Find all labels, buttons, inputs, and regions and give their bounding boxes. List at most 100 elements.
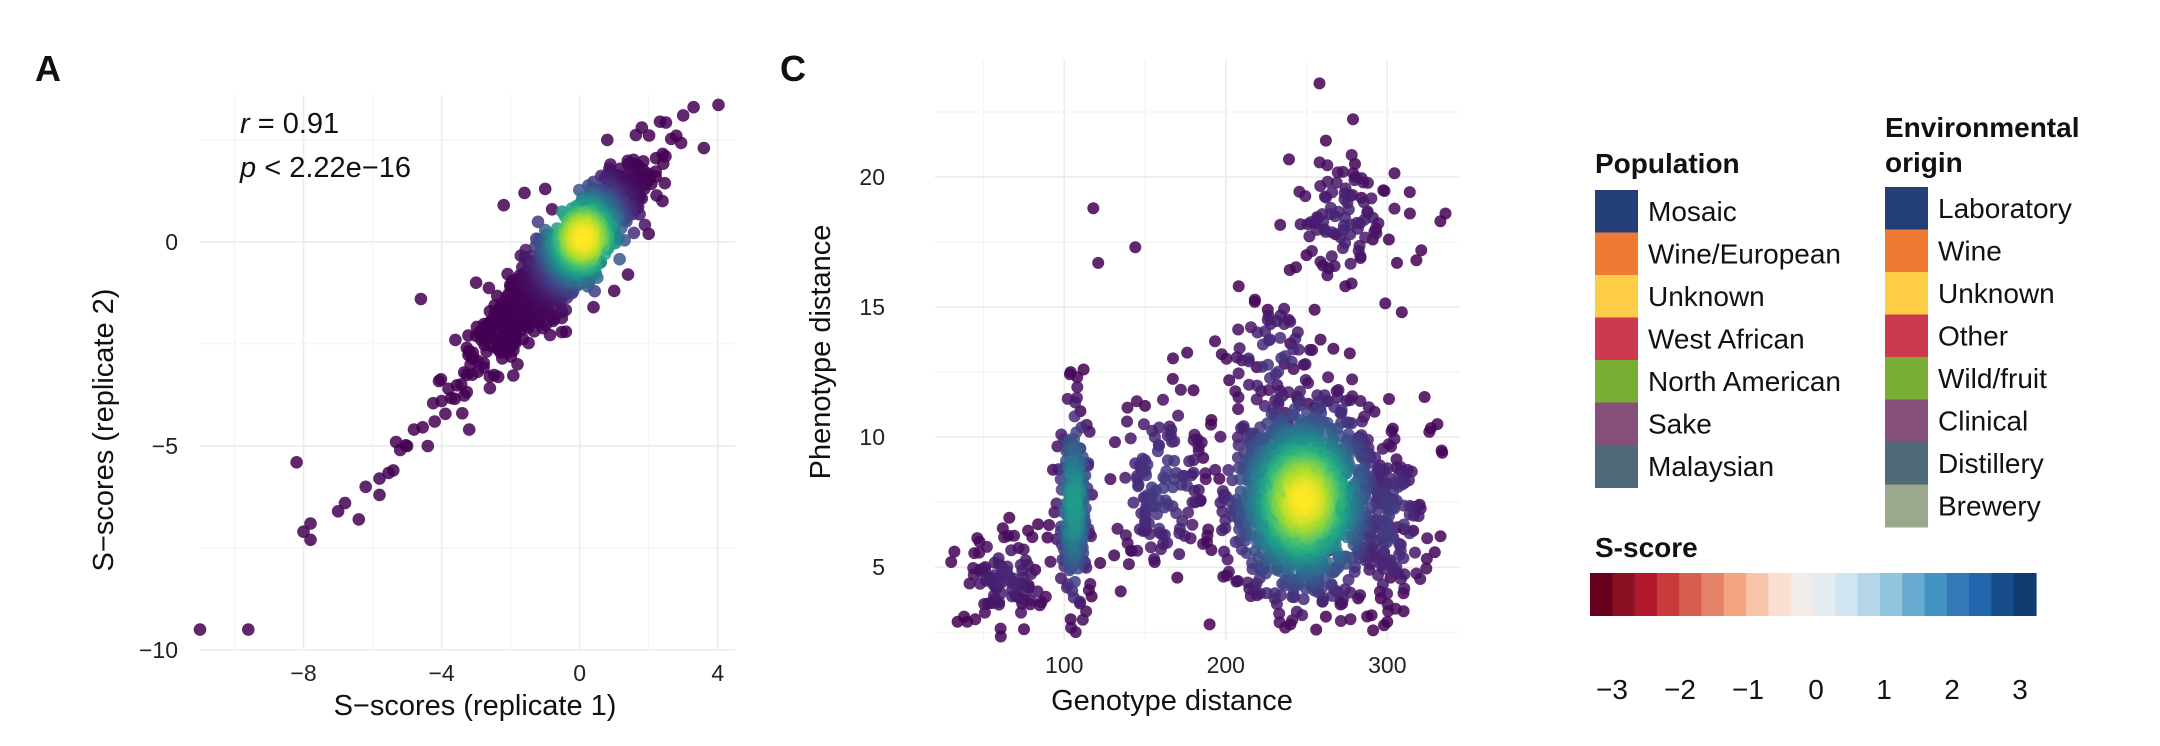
panel-c-point — [1410, 567, 1423, 580]
panel-c-point — [1313, 77, 1326, 90]
panel-c-point — [1388, 167, 1401, 180]
panel-a-point — [352, 513, 366, 526]
legend-population-swatch — [1595, 402, 1638, 446]
panel-c-point — [1043, 519, 1056, 531]
panel-c-point — [1338, 211, 1351, 224]
panel-c-point — [1119, 529, 1132, 542]
panel-c-point — [1041, 531, 1054, 544]
panel-c-point — [1334, 406, 1347, 419]
panel-c-point — [1231, 575, 1244, 587]
panel-a-point — [538, 182, 552, 196]
panel-c-point — [1229, 385, 1242, 398]
panel-c-y-tick-label: 15 — [859, 294, 885, 320]
panel-a-point — [416, 421, 430, 434]
panel-a-point — [555, 325, 569, 339]
panel-c-point — [1348, 174, 1361, 187]
panel-a-point — [338, 496, 352, 510]
panel-c-point — [1398, 582, 1411, 595]
panel-c-point — [1003, 511, 1016, 524]
sscore-colorbar-segment — [2013, 573, 2037, 616]
panel-c-point — [1260, 587, 1273, 600]
panel-c-point — [1186, 518, 1199, 531]
panel-c-point — [1214, 430, 1227, 443]
sscore-tick-label: 1 — [1876, 674, 1892, 705]
panel-c-ticks: 100 200 300 5 10 15 20 — [859, 164, 1406, 678]
panel-a-point — [454, 378, 468, 391]
panel-a-point — [629, 128, 643, 142]
panel-c-point — [1173, 548, 1186, 561]
panel-c-point — [1203, 618, 1216, 631]
panel-a-point — [456, 407, 469, 420]
panel-a-point — [462, 329, 475, 342]
panel-c-point — [1129, 241, 1142, 254]
panel-a-point — [373, 472, 386, 485]
panel-c-point — [1232, 403, 1245, 415]
panel-a-y-tick-label: 0 — [165, 229, 178, 255]
panel-c-point — [1344, 257, 1357, 270]
legend-environment-swatch — [1885, 314, 1928, 358]
panel-a-point — [426, 396, 440, 410]
panel-c-point — [1299, 374, 1312, 386]
panel-c-point — [1032, 518, 1045, 531]
panel-c-point — [1069, 396, 1082, 409]
panel-c-point — [1187, 434, 1200, 447]
panel-a-point — [466, 346, 480, 359]
panel-c-point — [1378, 619, 1390, 632]
panel-c-point — [1275, 589, 1287, 602]
legend-population-title: Population — [1595, 148, 1740, 179]
legend-population-label: Wine/European — [1648, 239, 1841, 270]
panel-c-point — [1124, 432, 1137, 445]
panel-c-point — [1359, 231, 1372, 244]
panel-c-point — [1347, 113, 1359, 126]
panel-c-point — [1368, 225, 1381, 238]
panel-c-point — [1424, 422, 1437, 435]
panel-c-point — [1395, 306, 1408, 319]
sscore-tick-label: −2 — [1664, 674, 1696, 705]
p-value: < 2.22e−16 — [256, 152, 411, 184]
panel-c-point — [1376, 442, 1389, 455]
panel-c-point — [1127, 496, 1140, 509]
panel-c-point — [1381, 587, 1394, 600]
panel-c-point — [1391, 256, 1403, 269]
panel-a-y-axis-title: S−scores (replicate 2) — [88, 289, 120, 572]
panel-a-point — [531, 215, 545, 229]
panel-c-point — [1181, 346, 1194, 359]
panel-a-point — [304, 517, 317, 530]
panel-a-point — [469, 276, 483, 290]
panel-c-point — [1068, 575, 1081, 588]
legend-environment-swatch — [1885, 272, 1928, 315]
panel-c-point — [1094, 557, 1107, 569]
panel-c-y-tick-label: 20 — [859, 164, 885, 190]
panel-c-point — [1035, 596, 1048, 609]
sscore-colorbar-segment — [1902, 573, 1926, 616]
panel-a-point — [483, 381, 497, 395]
panel-c-point — [1199, 467, 1212, 480]
legend-sscore: S-score −3 −2 −1 0 1 2 3 — [1590, 532, 2037, 705]
panel-c-point — [1121, 415, 1133, 428]
panel-c-point — [1349, 158, 1361, 170]
panel-c-points — [945, 77, 1452, 643]
sscore-colorbar-segment — [1879, 573, 1903, 616]
panel-c-point — [1152, 493, 1165, 506]
panel-a-point — [462, 423, 476, 436]
legend-population-swatch — [1595, 275, 1638, 318]
panel-c-point — [1327, 342, 1340, 355]
panel-c-point — [1387, 477, 1400, 490]
panel-c-point — [1157, 471, 1170, 484]
panel-c-point — [1322, 371, 1335, 384]
panel-a-point — [658, 176, 672, 190]
panel-c-point — [1403, 527, 1416, 540]
sscore-colorbar-segment — [1590, 573, 1613, 616]
legend-population: Population Mosaic Wine/European Unknown Wes… — [1595, 148, 1841, 488]
panel-a-point — [674, 136, 688, 150]
panel-c-point — [1434, 215, 1447, 228]
legend-population-label: North American — [1648, 366, 1841, 397]
panel-a-point — [621, 268, 635, 281]
panel-a-point — [399, 439, 413, 452]
panel-c-point — [1166, 481, 1179, 494]
panel-c-point — [1421, 532, 1434, 545]
panel-c-point — [1205, 418, 1217, 431]
panel-c-point — [1283, 153, 1295, 166]
panel-c-point — [1381, 598, 1394, 611]
legend-population-swatch — [1595, 445, 1638, 488]
